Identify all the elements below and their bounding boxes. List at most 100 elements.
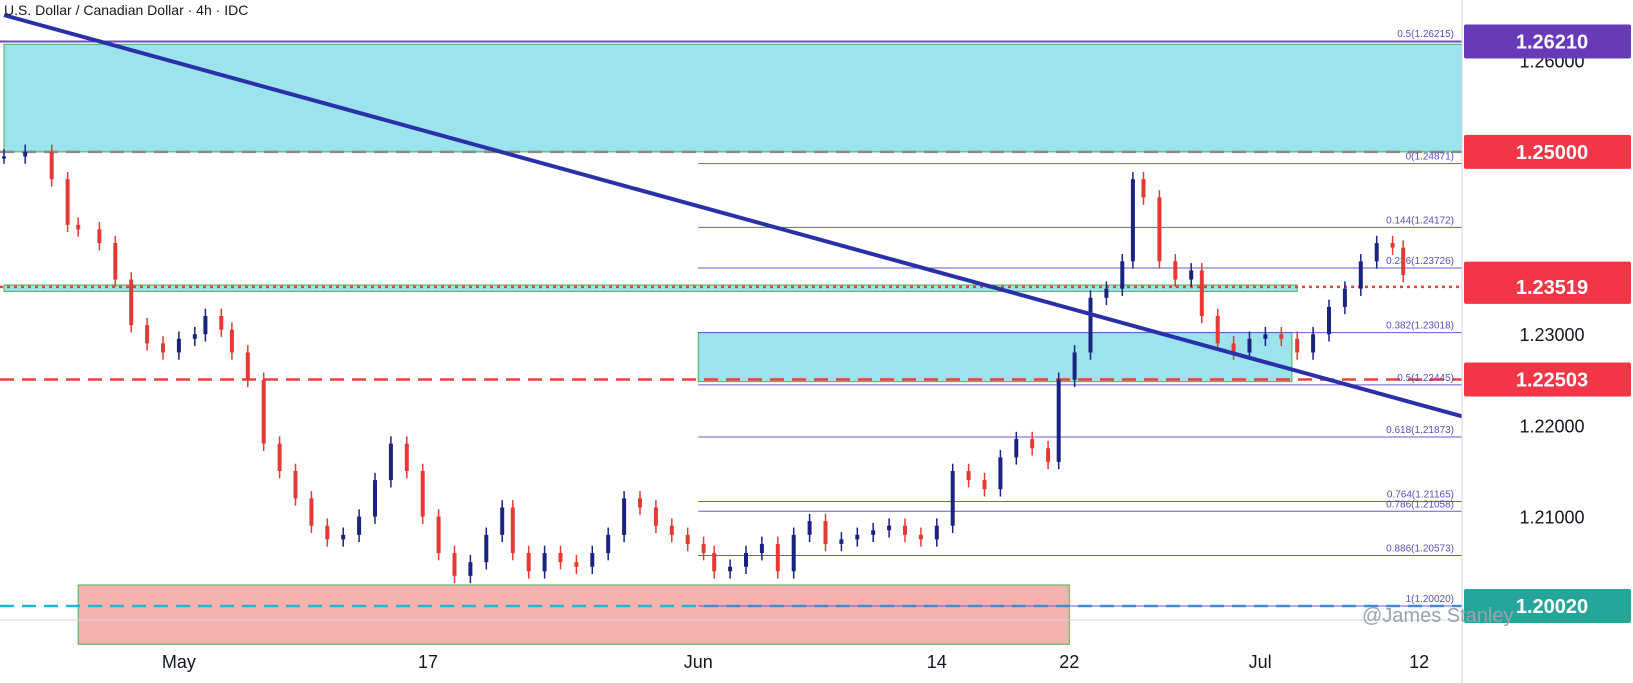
candle-body <box>1157 197 1162 262</box>
candle-body <box>49 151 54 180</box>
price-tick-label: 1.21000 <box>1519 508 1584 528</box>
fib-level-label: 0.5(1.26215) <box>1397 29 1454 40</box>
candle-body <box>452 553 457 576</box>
price-badge-label: 1.22503 <box>1516 370 1588 392</box>
candle-body <box>1390 243 1395 248</box>
date-tick-label: Jul <box>1249 652 1272 672</box>
candle-body <box>219 316 224 330</box>
candle-body <box>1046 448 1051 462</box>
lower-support-zone <box>77 584 1070 645</box>
candle-body <box>325 525 330 540</box>
candle-body <box>1072 352 1077 380</box>
candle-body <box>791 534 796 572</box>
candle-body <box>129 279 134 326</box>
candle-body <box>1088 297 1093 353</box>
candle-body <box>855 534 860 540</box>
candle-body <box>839 539 844 544</box>
candle-body <box>712 553 717 572</box>
candle-body <box>998 457 1003 490</box>
candle-body <box>590 553 595 567</box>
date-tick-label: May <box>162 652 196 672</box>
candle-body <box>113 243 118 280</box>
candle-body <box>1014 439 1019 458</box>
candle-body <box>542 553 547 572</box>
candle-body <box>1189 270 1194 280</box>
candle-body <box>1342 288 1347 307</box>
candle-body <box>468 562 473 576</box>
candle-body <box>759 543 764 554</box>
candle-body <box>500 507 505 535</box>
candle-body <box>97 229 102 244</box>
candle-body <box>293 471 298 499</box>
fib-level-label: 0.764(1.21165) <box>1387 490 1454 501</box>
fib-level-label: 0.618(1.21873) <box>1386 425 1454 436</box>
date-tick-label: 14 <box>927 652 947 672</box>
price-badge <box>1464 269 1631 304</box>
price-badge-label: 1.26210 <box>1516 32 1588 54</box>
candle-body <box>653 507 658 526</box>
fib-level-label: 0.382(1.23018) <box>1386 321 1454 332</box>
candle-body <box>606 534 611 554</box>
descending-trendline[interactable] <box>3 13 1463 419</box>
candle-body <box>510 507 515 554</box>
candle-body <box>966 471 971 481</box>
price-badge-label: 1.20020 <box>1516 596 1588 618</box>
candle-body <box>1295 338 1300 353</box>
candle-body <box>669 525 674 535</box>
candle-body <box>1358 261 1363 289</box>
candle-body <box>728 566 733 572</box>
candle-body <box>203 316 208 335</box>
candle-body <box>1173 261 1178 280</box>
candle-body <box>309 498 314 526</box>
candle-body <box>277 443 282 471</box>
candle-body <box>558 553 563 563</box>
support-strip <box>3 284 1298 292</box>
fib-level-label: 0.236(1.23726) <box>1386 256 1454 267</box>
candle-body <box>1030 439 1035 449</box>
candle-body <box>1231 343 1236 353</box>
candle-body <box>245 352 250 380</box>
candle-body <box>887 525 892 531</box>
candle-body <box>1104 288 1109 298</box>
candle-body <box>484 534 489 563</box>
candle-body <box>2 156 6 159</box>
candle-body <box>1374 243 1379 262</box>
candle-body <box>685 534 690 544</box>
watermark-layer: @James Stanley <box>1362 605 1513 627</box>
candle-body <box>744 553 748 567</box>
fib-level-label: 0.5(1.22445) <box>1397 373 1454 384</box>
candle-body <box>341 534 346 540</box>
candle-body <box>918 534 923 540</box>
candle-body <box>1327 306 1331 335</box>
price-badge <box>1464 24 1631 59</box>
candle-body <box>1199 270 1204 316</box>
candle-body <box>176 338 181 353</box>
candle-body <box>574 562 579 567</box>
candle-body <box>161 343 165 353</box>
candle-body <box>76 224 81 230</box>
candle-body <box>1056 379 1061 462</box>
trendline-layer[interactable] <box>3 13 1463 419</box>
candle-body <box>807 521 812 535</box>
candle-body <box>701 543 706 554</box>
price-tick-label: 1.22000 <box>1519 416 1584 436</box>
candle-body <box>357 516 362 535</box>
date-tick-label: Jun <box>684 652 713 672</box>
candle-body <box>950 471 955 526</box>
candle-body <box>1120 261 1125 289</box>
price-tick-label: 1.23000 <box>1519 325 1584 345</box>
candle-body <box>420 471 425 517</box>
candle-body <box>436 516 441 554</box>
candle-body <box>145 325 150 344</box>
candle-body <box>1401 247 1406 275</box>
candle-body <box>823 521 828 544</box>
price-badge-label: 1.25000 <box>1516 142 1588 164</box>
candle-body <box>775 543 780 572</box>
candle-body <box>982 480 987 490</box>
middle-support-zone <box>697 331 1293 383</box>
candlestick-layer <box>2 144 1406 584</box>
candle-body <box>404 443 409 471</box>
date-tick-label: 22 <box>1059 652 1079 672</box>
candle-body <box>65 179 70 225</box>
